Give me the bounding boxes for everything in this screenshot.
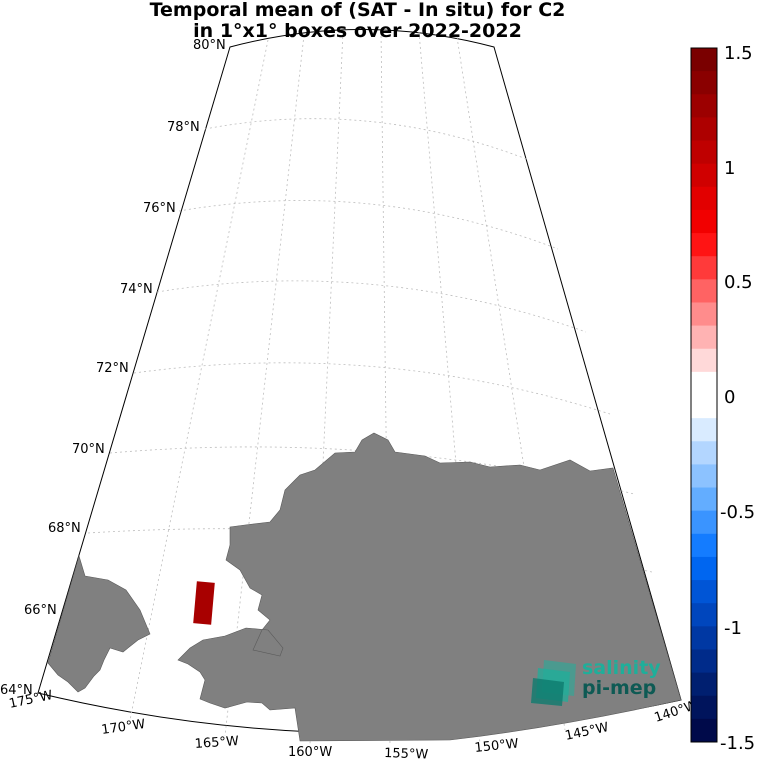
colorbar-segment [691, 140, 717, 165]
lat-label: 72°N [96, 361, 129, 376]
colorbar-segment [691, 48, 717, 72]
colorbar-segment [691, 325, 717, 350]
colorbar-segment [691, 256, 717, 280]
title-line-1: Temporal mean of (SAT - In situ) for C2 [149, 0, 566, 21]
colorbar-segment [691, 510, 717, 535]
latitude-labels: 80°N 78°N 76°N 74°N 72°N 70°N 68°N 66°N … [0, 38, 226, 698]
colorbar-segment [691, 279, 717, 303]
colorbar-segment [691, 649, 717, 674]
lon-label: 170°W [100, 717, 146, 738]
lat-label: 74°N [120, 282, 153, 297]
colorbar-tick: -0.5 [720, 502, 755, 523]
colorbar-segment [691, 209, 717, 234]
lat-label: 76°N [143, 201, 176, 216]
colorbar-segment [691, 695, 717, 720]
colorbar-segment [691, 603, 717, 627]
colorbar-tick: 1.5 [724, 43, 753, 64]
lon-label: 145°W [564, 720, 610, 744]
colorbar-segment [691, 533, 717, 558]
title-line-2: in 1°x1° boxes over 2022-2022 [193, 20, 522, 42]
lat-label: 66°N [24, 603, 57, 618]
colorbar-segment [691, 348, 717, 373]
colorbar-segment [691, 371, 717, 396]
logo-waves-icon [531, 660, 576, 706]
colorbar-ticks: 1.5 1 0.5 0 -0.5 -1 -1.5 [720, 43, 755, 754]
colorbar-tick: -1.5 [720, 733, 755, 754]
lon-label: 155°W [384, 746, 429, 760]
colorbar-segment [691, 626, 717, 650]
colorbar-segment [691, 580, 717, 604]
colorbar-segment [691, 395, 717, 419]
lat-label: 70°N [72, 442, 105, 457]
lat-label: 80°N [193, 38, 226, 53]
colorbar-segment [691, 71, 717, 95]
colorbar-segment [691, 487, 717, 512]
land-chukotka [47, 554, 151, 693]
colorbar-segment [691, 302, 717, 327]
lon-label: 160°W [288, 745, 332, 760]
colorbar-segment [691, 186, 717, 211]
data-cell [193, 581, 215, 625]
colorbar-segment [691, 418, 717, 442]
colorbar-frame [690, 47, 718, 743]
logo-text-salinity: salinity [582, 657, 661, 679]
lat-label: 64°N [0, 683, 33, 698]
colorbar-segment [691, 441, 717, 465]
colorbar-segment [691, 233, 717, 257]
colorbar-segment [691, 94, 717, 118]
colorbar-segment [691, 672, 717, 697]
colorbar [691, 48, 717, 743]
lat-label: 78°N [167, 120, 200, 135]
lat-label: 68°N [48, 521, 81, 536]
lon-label: 165°W [194, 734, 239, 752]
colorbar-tick: -1 [724, 618, 742, 639]
lon-label: 150°W [474, 736, 520, 756]
colorbar-tick: 1 [724, 158, 735, 179]
colorbar-tick: 0 [724, 387, 735, 408]
colorbar-segment [691, 163, 717, 188]
salinity-pimep-logo: salinity pi-mep [530, 656, 661, 706]
colorbar-segment [691, 718, 717, 743]
colorbar-segment [691, 556, 717, 581]
logo-text-pimep: pi-mep [582, 677, 657, 699]
colorbar-tick: 0.5 [724, 272, 753, 293]
colorbar-segment [691, 464, 717, 489]
figure-title: Temporal mean of (SAT - In situ) for C2 … [0, 0, 715, 42]
colorbar-segment [691, 117, 717, 142]
